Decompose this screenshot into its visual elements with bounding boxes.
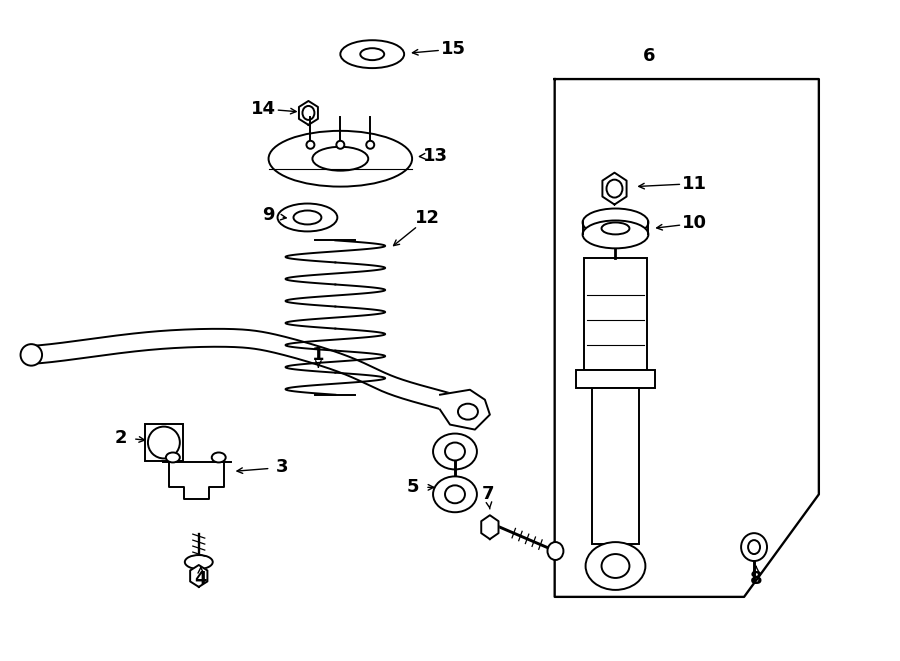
Text: 5: 5 bbox=[407, 479, 419, 496]
Polygon shape bbox=[299, 101, 318, 125]
Ellipse shape bbox=[337, 141, 345, 149]
Polygon shape bbox=[190, 565, 207, 587]
Polygon shape bbox=[31, 329, 474, 415]
Bar bbox=[576, 370, 655, 388]
Ellipse shape bbox=[184, 555, 212, 569]
Ellipse shape bbox=[306, 141, 314, 149]
Polygon shape bbox=[602, 173, 626, 204]
Bar bbox=[583, 258, 647, 370]
Text: 7: 7 bbox=[482, 485, 494, 503]
Ellipse shape bbox=[582, 208, 648, 237]
Ellipse shape bbox=[212, 453, 226, 463]
Ellipse shape bbox=[360, 48, 384, 60]
Text: 3: 3 bbox=[276, 459, 289, 477]
Text: 11: 11 bbox=[681, 175, 706, 192]
Ellipse shape bbox=[21, 344, 42, 366]
Ellipse shape bbox=[741, 533, 767, 561]
Text: 4: 4 bbox=[194, 570, 207, 588]
Text: 13: 13 bbox=[422, 147, 447, 165]
Polygon shape bbox=[482, 515, 499, 539]
Ellipse shape bbox=[302, 106, 314, 120]
Polygon shape bbox=[440, 390, 490, 430]
Text: 15: 15 bbox=[440, 40, 465, 58]
Ellipse shape bbox=[268, 131, 412, 186]
Ellipse shape bbox=[748, 540, 760, 554]
Ellipse shape bbox=[547, 542, 563, 560]
Text: 9: 9 bbox=[262, 206, 274, 225]
Text: 1: 1 bbox=[312, 346, 325, 364]
Ellipse shape bbox=[277, 204, 338, 231]
Ellipse shape bbox=[582, 221, 648, 249]
Ellipse shape bbox=[445, 442, 465, 461]
Ellipse shape bbox=[458, 404, 478, 420]
Text: 10: 10 bbox=[681, 214, 706, 233]
Text: 12: 12 bbox=[415, 210, 439, 227]
Text: 8: 8 bbox=[750, 570, 762, 588]
Bar bbox=[145, 424, 183, 461]
Ellipse shape bbox=[293, 210, 321, 225]
Ellipse shape bbox=[340, 40, 404, 68]
Ellipse shape bbox=[312, 147, 368, 171]
Text: 2: 2 bbox=[115, 428, 127, 447]
Ellipse shape bbox=[433, 477, 477, 512]
Bar bbox=[591, 388, 639, 544]
Ellipse shape bbox=[148, 426, 180, 459]
Text: 14: 14 bbox=[251, 100, 276, 118]
Ellipse shape bbox=[601, 554, 629, 578]
Ellipse shape bbox=[433, 434, 477, 469]
Ellipse shape bbox=[366, 141, 374, 149]
Text: 6: 6 bbox=[644, 47, 655, 65]
Ellipse shape bbox=[607, 180, 623, 198]
Ellipse shape bbox=[445, 485, 465, 503]
Ellipse shape bbox=[166, 453, 180, 463]
Ellipse shape bbox=[586, 542, 645, 590]
Ellipse shape bbox=[601, 223, 629, 235]
